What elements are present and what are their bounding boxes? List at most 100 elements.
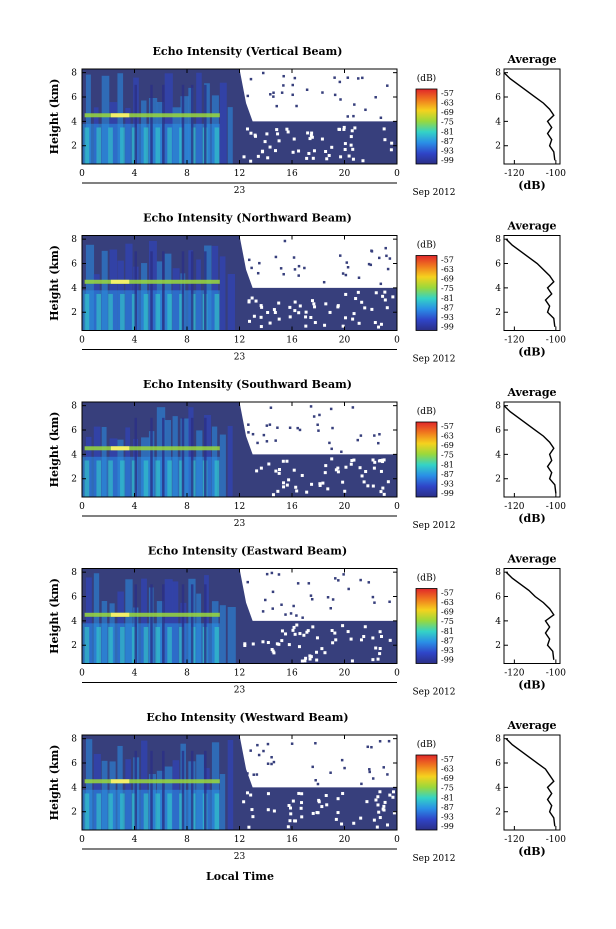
echo-speck [321,91,324,94]
nodata-speck [243,642,247,646]
colorbar-unit: (dB) [417,240,436,251]
echo-speck [388,600,391,604]
echo-core [179,293,184,331]
nodata-speck [318,482,322,486]
echo-speck [343,766,346,770]
nodata-speck [287,804,291,808]
y-tick-label: 6 [71,593,77,603]
echo-speck [317,429,320,432]
echo-speck [382,766,385,769]
nodata-speck [277,139,281,143]
colorbar-tick-label: -57 [441,589,454,598]
echo-speck [346,76,350,79]
echo-speck [256,271,260,275]
beam-panel: Echo Intensity (Vertical Beam) 2 4 6 8 Height… [48,45,566,198]
colorbar [415,88,438,165]
day-label: 23 [234,186,246,196]
nodata-speck [336,304,340,308]
echo-gap-stripe [150,251,153,331]
nodata-speck [388,793,392,797]
y-tick-label: 8 [71,69,77,79]
nodata-speck [292,625,296,629]
average-profile-line [503,72,556,161]
echo-speck [386,773,389,776]
nodata-speck [343,142,347,146]
echo-core [179,460,184,497]
echo-column [219,256,226,331]
echo-speck [271,590,275,594]
avg-y-tick-label: 6 [495,759,501,769]
nodata-speck [249,793,253,797]
echo-core [120,127,125,164]
echo-column [196,72,202,164]
echo-speck [344,273,348,277]
echo-speck [256,441,259,445]
y-tick-label: 2 [71,475,77,485]
echo-speck [292,604,295,608]
echo-core [214,293,220,331]
avg-x-tick-label: -120 [504,835,524,845]
nodata-speck [285,483,289,487]
nodata-speck [312,302,316,306]
nodata-speck [315,658,319,662]
echo-core [179,793,184,830]
echo-speck [262,433,266,437]
echo-gap-stripe [190,750,194,830]
echo-speck [374,95,377,99]
nodata-speck [249,159,253,163]
nodata-speck [330,457,334,461]
nodata-speck [342,127,346,131]
x-tick-label: 0 [394,669,400,679]
echo-core [96,793,102,830]
x-tick-label: 4 [132,669,138,679]
echo-gap-stripe [181,417,185,497]
echo-column [93,573,100,664]
avg-y-tick-label: 4 [495,284,501,294]
nodata-speck [375,825,379,829]
echo-core [214,127,220,164]
echo-speck [247,431,250,434]
x-tick-label: 8 [184,336,190,346]
nodata-speck [289,812,293,816]
colorbar-tick-label: -99 [441,156,454,165]
echo-core [96,626,102,664]
echo-speck [257,753,261,757]
echo-speck [352,114,355,118]
nodata-speck [352,312,356,316]
echo-core [143,127,149,164]
nodata-speck [250,808,254,812]
nodata-speck [310,299,314,303]
nodata-speck [349,462,353,466]
echo-core [96,460,102,497]
average-profile-line [505,571,555,660]
echo-gap-stripe [162,584,165,664]
nodata-speck [298,632,302,636]
nodata-speck [378,816,382,820]
echo-column [227,739,234,830]
nodata-speck [308,654,312,658]
echo-core [167,460,172,497]
nodata-speck [315,636,319,640]
echo-speck [360,782,363,786]
echo-core [108,460,113,497]
nodata-speck [277,468,281,472]
month-label: Sep 2012 [412,854,455,864]
nodata-speck [259,325,263,329]
echo-speck [292,256,296,259]
nodata-speck [286,130,290,134]
nodata-speck [360,300,364,304]
x-tick-label: 4 [132,502,138,512]
nodata-speck [388,638,392,642]
echo-speck [379,282,383,286]
nodata-speck [361,159,365,163]
echo-gap-stripe [181,750,185,830]
nodata-speck [312,149,316,153]
echo-core [155,793,161,830]
echo-speck [379,116,383,120]
nodata-speck [390,141,394,145]
nodata-speck [374,646,378,650]
nodata-speck [349,637,353,641]
colorbar-tick-label: -99 [441,822,454,831]
avg-y-tick-label: 2 [495,475,501,485]
avg-y-tick-label: 6 [495,260,501,270]
